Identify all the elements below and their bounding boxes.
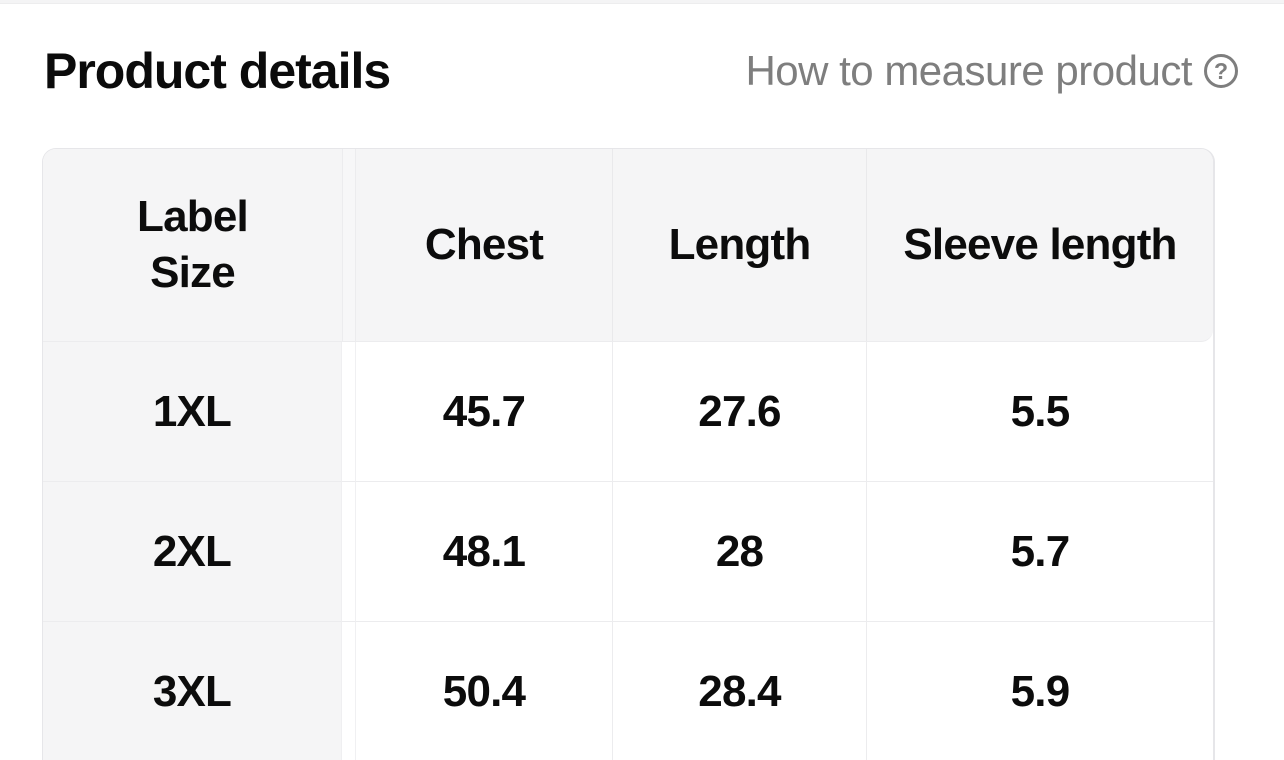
size-cell: 3XL [43, 622, 342, 760]
column-header-sleeve-length: Sleeve length [866, 149, 1213, 342]
chest-cell: 48.1 [356, 482, 612, 622]
column-header-chest: Chest [356, 149, 612, 342]
length-cell: 27.6 [612, 342, 866, 482]
question-circle-icon[interactable]: ? [1204, 54, 1238, 88]
column-header-label-size: Label Size [43, 149, 342, 342]
table-row-3xl: 3XL 50.4 28.4 5.9 [43, 622, 1213, 760]
length-cell: 28 [612, 482, 866, 622]
size-cell: 1XL [43, 342, 342, 482]
label-size-line2: Size [150, 248, 236, 297]
sleeve-length-cell: 5.5 [866, 342, 1213, 482]
sleeve-length-cell: 5.9 [866, 622, 1213, 760]
table-row-1xl: 1XL 45.7 27.6 5.5 [43, 342, 1213, 482]
sleeve-length-cell: 5.7 [866, 482, 1213, 622]
table-row-2xl: 2XL 48.1 28 5.7 [43, 482, 1213, 622]
table-header-row: Label Size Chest Length Sleeve length [43, 149, 1213, 342]
sticky-column-gap [342, 342, 356, 482]
how-to-measure-link[interactable]: How to measure product ? [745, 47, 1238, 95]
size-table: Label Size Chest Length Sleeve length 1X… [42, 148, 1215, 760]
chest-cell: 45.7 [356, 342, 612, 482]
page-title: Product details [44, 43, 391, 99]
sticky-column-gap [342, 149, 356, 342]
sticky-column-gap [342, 622, 356, 760]
sheet-top-divider [0, 0, 1284, 4]
how-to-measure-label: How to measure product [745, 47, 1192, 94]
size-cell: 2XL [43, 482, 342, 622]
label-size-line1: Label [137, 192, 249, 242]
sticky-column-gap [342, 482, 356, 622]
section-header: Product details How to measure product ? [44, 42, 1238, 100]
column-header-length: Length [612, 149, 866, 342]
length-cell: 28.4 [612, 622, 866, 760]
chest-cell: 50.4 [356, 622, 612, 760]
